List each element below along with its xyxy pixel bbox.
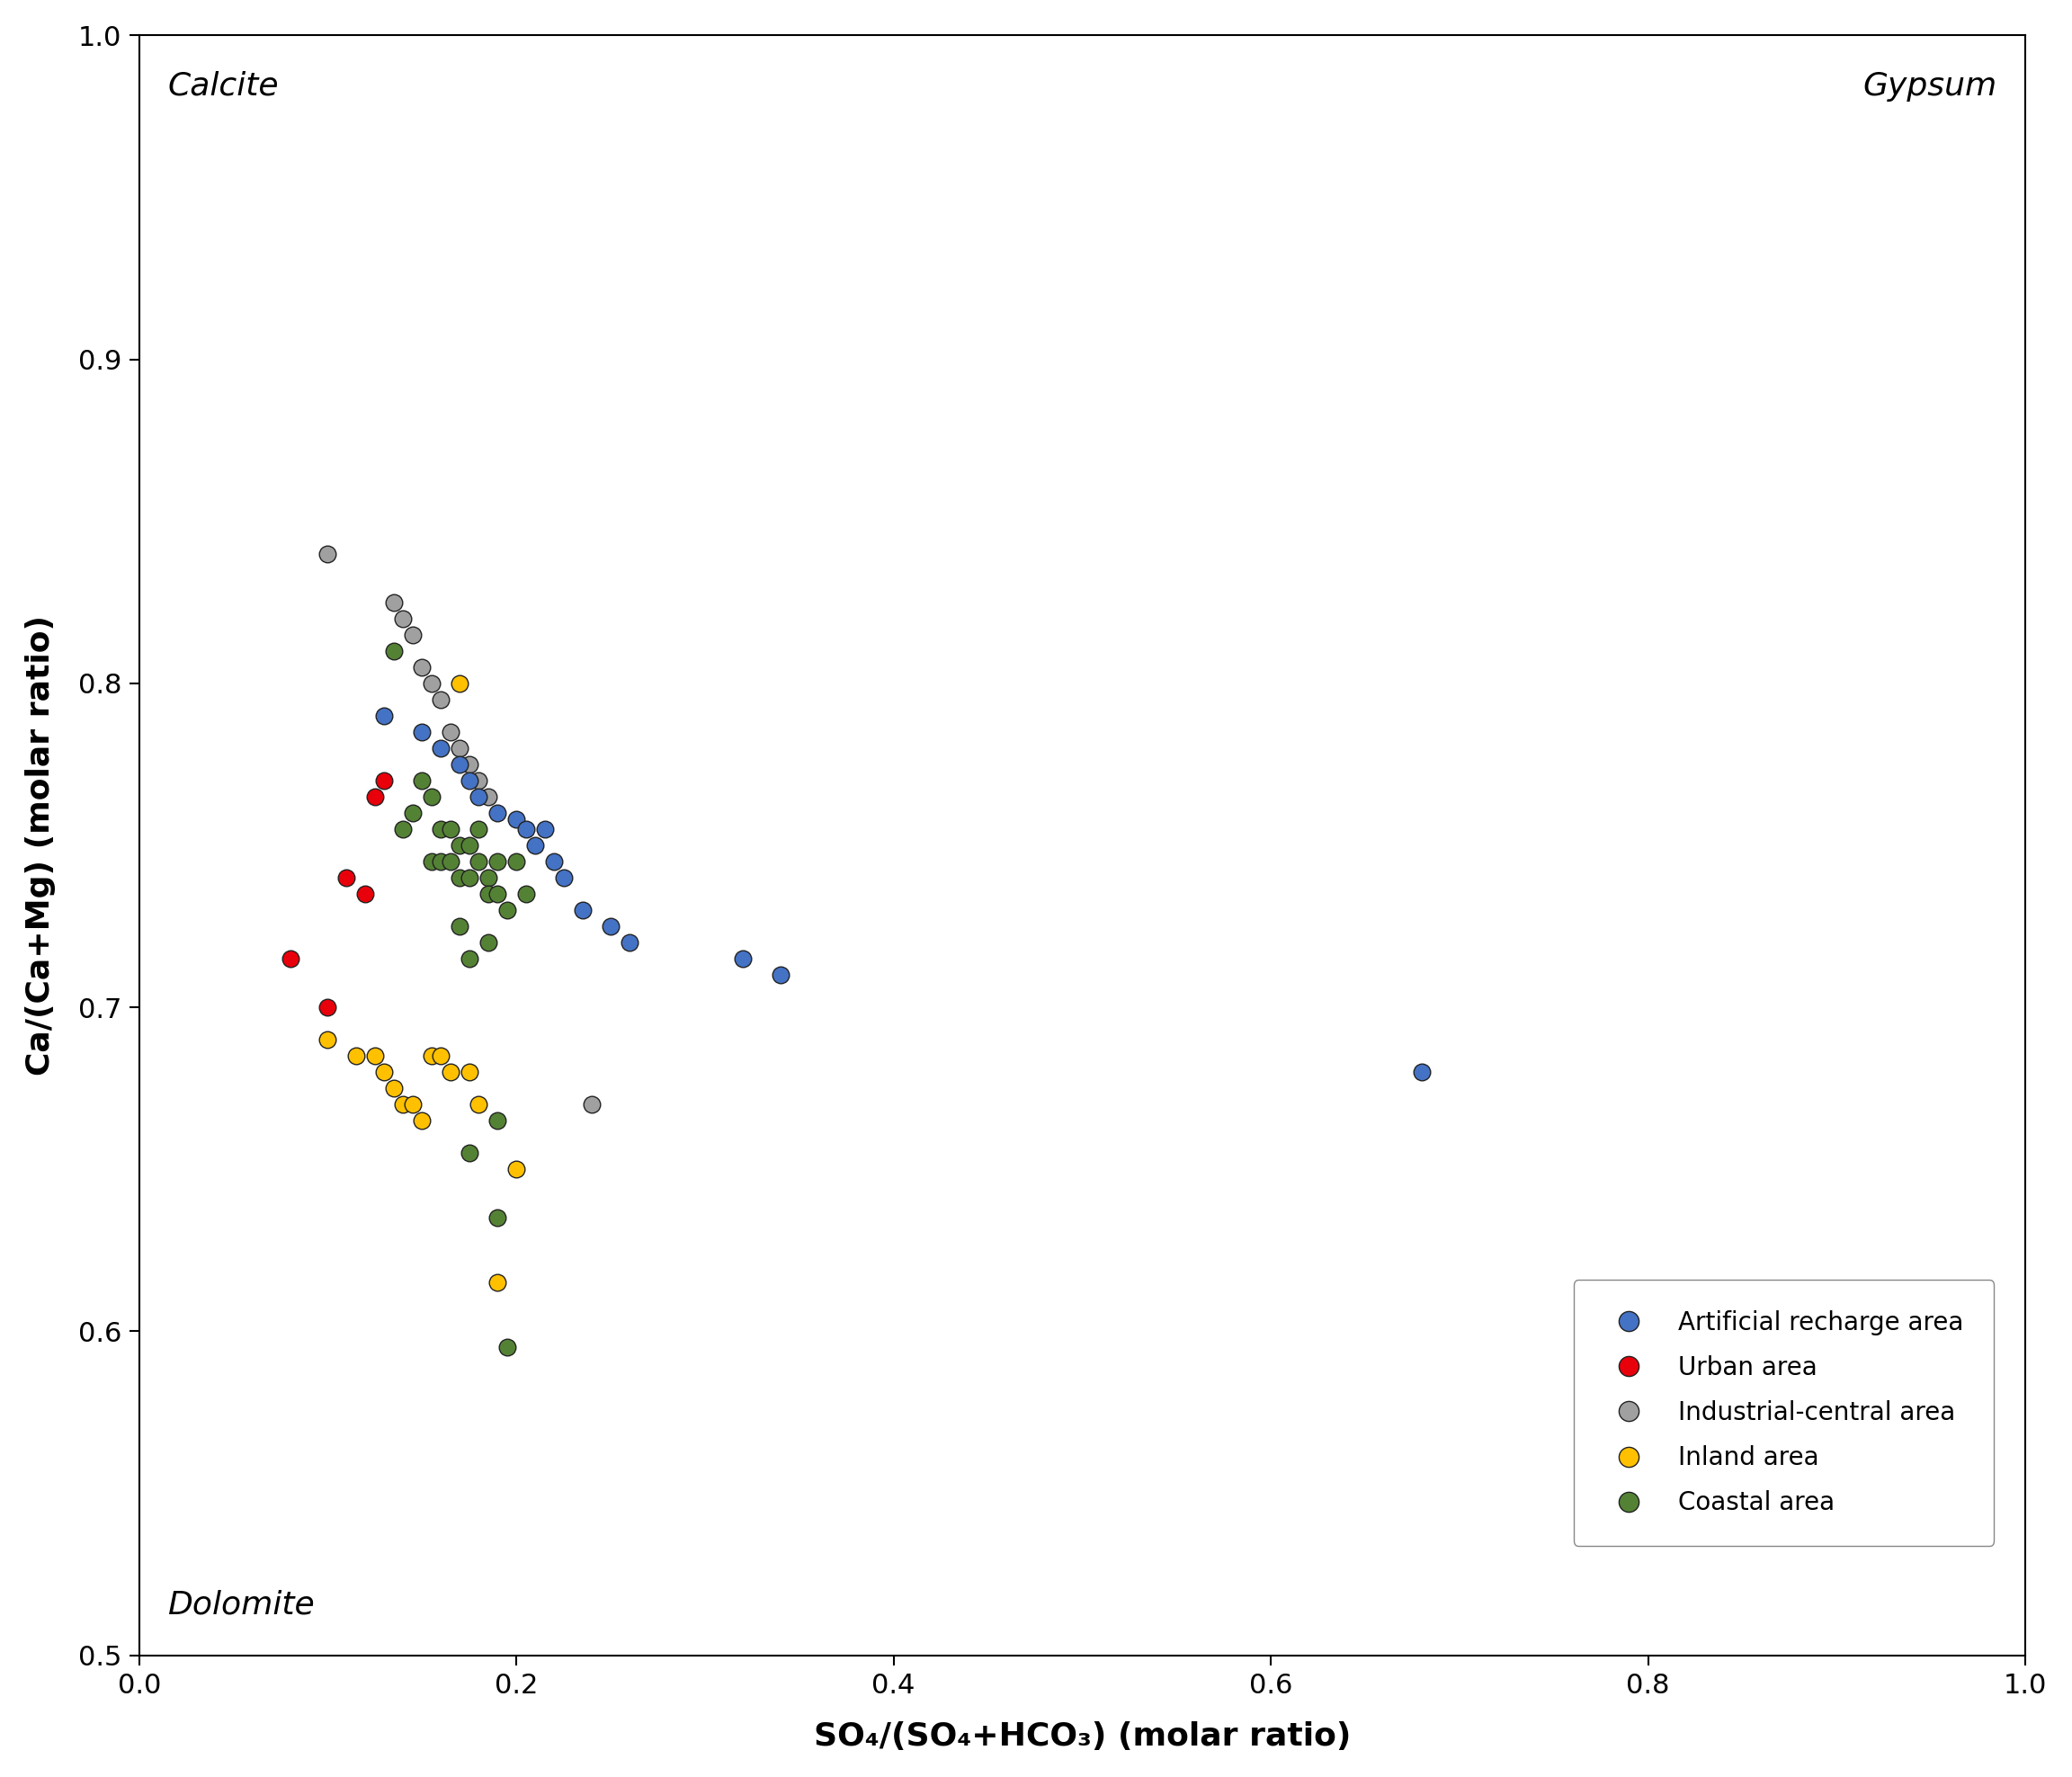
Industrial-central area — [311, 540, 344, 569]
Coastal area — [414, 782, 448, 810]
Industrial-central area — [377, 588, 410, 617]
Coastal area — [481, 880, 514, 908]
Text: Dolomite: Dolomite — [168, 1589, 315, 1621]
Inland area — [340, 1041, 373, 1070]
Text: Gypsum: Gypsum — [1863, 71, 1997, 101]
Inland area — [425, 1041, 458, 1070]
Industrial-central area — [414, 670, 448, 698]
Artificial recharge area — [425, 734, 458, 762]
Urban area — [358, 782, 392, 810]
Coastal area — [414, 848, 448, 876]
Inland area — [396, 1091, 429, 1120]
Coastal area — [481, 1107, 514, 1136]
Industrial-central area — [452, 750, 485, 778]
Coastal area — [472, 864, 506, 892]
Artificial recharge area — [443, 750, 477, 778]
Industrial-central area — [472, 782, 506, 810]
Inland area — [499, 1155, 533, 1183]
Coastal area — [481, 1203, 514, 1231]
Artificial recharge area — [725, 945, 758, 974]
Inland area — [462, 1091, 495, 1120]
Industrial-central area — [396, 620, 429, 649]
Coastal area — [452, 945, 485, 974]
Coastal area — [425, 848, 458, 876]
Artificial recharge area — [528, 816, 562, 844]
Coastal area — [462, 848, 495, 876]
Artificial recharge area — [537, 848, 570, 876]
Coastal area — [491, 1333, 524, 1361]
Inland area — [367, 1057, 400, 1086]
Inland area — [311, 1025, 344, 1054]
Industrial-central area — [433, 718, 466, 746]
Coastal area — [406, 766, 439, 794]
Industrial-central area — [406, 652, 439, 681]
Coastal area — [443, 864, 477, 892]
Urban area — [311, 993, 344, 1022]
Inland area — [443, 670, 477, 698]
Urban area — [329, 864, 363, 892]
Coastal area — [396, 798, 429, 826]
Artificial recharge area — [566, 896, 599, 924]
Artificial recharge area — [518, 832, 551, 860]
Coastal area — [472, 880, 506, 908]
Industrial-central area — [576, 1091, 609, 1120]
Coastal area — [377, 636, 410, 665]
Industrial-central area — [462, 766, 495, 794]
Coastal area — [472, 928, 506, 956]
Artificial recharge area — [452, 766, 485, 794]
Coastal area — [452, 832, 485, 860]
Industrial-central area — [443, 734, 477, 762]
Urban area — [367, 766, 400, 794]
Coastal area — [425, 816, 458, 844]
Inland area — [406, 1107, 439, 1136]
Artificial recharge area — [595, 912, 628, 940]
Coastal area — [510, 880, 543, 908]
Artificial recharge area — [367, 702, 400, 730]
Inland area — [481, 1269, 514, 1297]
Coastal area — [443, 912, 477, 940]
Artificial recharge area — [481, 798, 514, 826]
Coastal area — [481, 848, 514, 876]
Y-axis label: Ca/(Ca+Mg) (molar ratio): Ca/(Ca+Mg) (molar ratio) — [25, 615, 56, 1075]
Coastal area — [491, 896, 524, 924]
Coastal area — [462, 816, 495, 844]
Coastal area — [433, 816, 466, 844]
Coastal area — [452, 1139, 485, 1167]
Inland area — [387, 1091, 421, 1120]
Legend: Artificial recharge area, Urban area, Industrial-central area, Inland area, Coas: Artificial recharge area, Urban area, In… — [1573, 1279, 1993, 1546]
Inland area — [433, 1057, 466, 1086]
Artificial recharge area — [1405, 1057, 1438, 1086]
Artificial recharge area — [406, 718, 439, 746]
Artificial recharge area — [765, 961, 798, 990]
Artificial recharge area — [499, 805, 533, 833]
Coastal area — [387, 816, 421, 844]
Inland area — [377, 1073, 410, 1102]
Artificial recharge area — [462, 782, 495, 810]
Coastal area — [452, 864, 485, 892]
Urban area — [348, 880, 381, 908]
Inland area — [452, 1057, 485, 1086]
Industrial-central area — [387, 604, 421, 633]
Urban area — [274, 945, 307, 974]
Artificial recharge area — [547, 864, 580, 892]
Inland area — [414, 1041, 448, 1070]
Coastal area — [443, 832, 477, 860]
Artificial recharge area — [510, 816, 543, 844]
Artificial recharge area — [613, 928, 646, 956]
Text: Calcite: Calcite — [168, 71, 278, 101]
Coastal area — [499, 848, 533, 876]
Inland area — [358, 1041, 392, 1070]
X-axis label: SO₄/(SO₄+HCO₃) (molar ratio): SO₄/(SO₄+HCO₃) (molar ratio) — [814, 1722, 1351, 1752]
Coastal area — [433, 848, 466, 876]
Industrial-central area — [425, 686, 458, 714]
